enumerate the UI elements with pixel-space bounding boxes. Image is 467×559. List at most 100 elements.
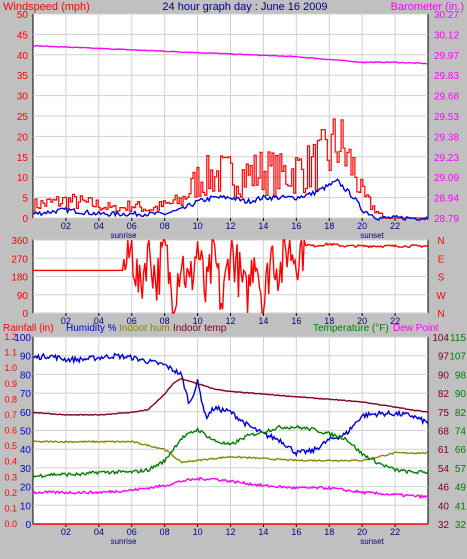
windspeed-tick-label: 20 [17, 132, 29, 143]
humidity-tick-label: 40 [20, 445, 32, 456]
rainfall-tick-label: 0.1 [4, 503, 17, 513]
x-tick-label: 18 [324, 527, 334, 537]
sunset-label: sunset [360, 231, 384, 240]
x-tick-label: 22 [390, 527, 400, 537]
indoor-temp-tick-label: 75 [438, 408, 450, 419]
humidity-line [32, 352, 429, 458]
rainfall-tick-label: 0.9 [4, 379, 17, 389]
indoor-temp-tick-label: 68 [438, 427, 450, 438]
x-tick-label: 08 [160, 527, 170, 537]
windspeed-tick-label: 5 [22, 194, 28, 205]
barometer-tick-label: 29.23 [434, 153, 459, 164]
x-tick-label: 18 [324, 316, 334, 326]
x-tick-label: 02 [61, 527, 71, 537]
barometer-tick-label: 30.12 [434, 30, 459, 41]
barometer-tick-label: 29.38 [434, 132, 459, 143]
x-tick-label: 20 [357, 527, 367, 537]
x-tick-label: 04 [94, 527, 104, 537]
windspeed-tick-label: 25 [17, 112, 29, 123]
indoor-temp-tick-label: 90 [438, 370, 450, 381]
temperature-tick-label: 74 [455, 427, 467, 438]
indoor-temp-line [32, 378, 429, 417]
windspeed-tick-label: 15 [17, 153, 29, 164]
x-tick-label: 10 [193, 316, 203, 326]
temperature-tick-label: 90 [455, 389, 467, 400]
barometer-tick-label: 29.53 [434, 112, 459, 123]
x-tick-label: 20 [357, 316, 367, 326]
direction-degree-label: 270 [11, 254, 28, 265]
wind-average-line [32, 178, 429, 221]
indoor-temp-tick-label: 104 [432, 333, 449, 344]
x-tick-label: 02 [61, 221, 71, 231]
wind-direction-line [33, 239, 429, 315]
humidity-tick-label: 100 [14, 333, 31, 344]
barometer-tick-label: 29.97 [434, 51, 459, 62]
x-tick-label: 08 [160, 316, 170, 326]
indoor-temp-tick-label: 40 [438, 501, 450, 512]
x-tick-label: 12 [225, 527, 235, 537]
windspeed-tick-label: 0 [22, 214, 28, 225]
temperature-tick-label: 82 [455, 408, 467, 419]
x-tick-label: 14 [258, 221, 268, 231]
barometer-tick-label: 29.83 [434, 71, 459, 82]
sunrise-label: sunrise [111, 231, 137, 240]
humidity-tick-label: 10 [20, 501, 32, 512]
direction-degree-label: 180 [11, 273, 28, 284]
temperature-tick-label: 115 [450, 333, 466, 344]
temperature-tick-label: 66 [455, 445, 467, 456]
windspeed-tick-label: 45 [17, 30, 29, 41]
x-tick-label: 22 [390, 221, 400, 231]
barometer-tick-label: 28.79 [434, 214, 459, 225]
direction-degree-label: 90 [17, 291, 29, 302]
x-tick-label: 20 [357, 221, 367, 231]
x-tick-label: 22 [390, 316, 400, 326]
humidity-tick-label: 20 [20, 483, 32, 494]
indoor-temp-tick-label: 32 [438, 520, 450, 531]
temperature-line [32, 424, 429, 479]
barometer-axis-title: Barometer (in.) [391, 1, 464, 13]
humidity-tick-label: 0 [25, 520, 31, 531]
humidity-tick-label: 80 [20, 370, 32, 381]
indoor-temp-tick-label: 61 [438, 445, 450, 456]
wind-gust-line [33, 118, 428, 219]
x-tick-label: 06 [127, 527, 137, 537]
rainfall-tick-label: 0.0 [4, 519, 17, 529]
indoor-temp-tick-label: 97 [438, 352, 450, 363]
temperature-tick-label: 41 [455, 501, 467, 512]
axis-layer: 02 04 06 08 10 12 14 16 18 20 22 sunrise sunset 0 5 10 1… [4, 10, 466, 546]
x-tick-label: 08 [160, 221, 170, 231]
rainfall-tick-label: 0.3 [4, 472, 17, 482]
rainfall-tick-label: 0.5 [4, 441, 17, 451]
series-layer [32, 44, 429, 525]
x-tick-label: 04 [94, 316, 104, 326]
indoor-humidity-line [32, 440, 428, 464]
humidity-tick-label: 30 [20, 464, 32, 475]
windspeed-tick-label: 40 [17, 51, 29, 62]
temperature-axis-title: Temperature (°F) [313, 323, 389, 334]
direction-compass-label: N [437, 236, 444, 247]
temperature-tick-label: 98 [455, 370, 467, 381]
direction-degree-label: 360 [11, 236, 28, 247]
x-tick-label: 12 [225, 316, 235, 326]
temperature-tick-label: 107 [449, 352, 466, 363]
indoor-temp-axis-title: Indoor temp [173, 323, 227, 334]
x-tick-label: 16 [291, 316, 301, 326]
barometer-tick-label: 29.68 [434, 92, 459, 103]
chart-title: 24 hour graph day : June 16 2009 [162, 1, 327, 13]
rainfall-tick-label: 1.0 [4, 363, 17, 373]
x-tick-label: 12 [225, 221, 235, 231]
windspeed-tick-label: 30 [17, 92, 29, 103]
humidity-tick-label: 60 [20, 408, 32, 419]
x-tick-label: 16 [291, 527, 301, 537]
direction-compass-label: S [438, 273, 445, 284]
x-tick-label: 02 [61, 316, 71, 326]
x-tick-label: 18 [324, 221, 334, 231]
direction-degree-label: 0 [22, 309, 28, 320]
barometer-tick-label: 29.09 [434, 173, 459, 184]
x-tick-label: 14 [258, 316, 268, 326]
x-tick-label: 06 [127, 316, 137, 326]
indoor-temp-tick-label: 82 [438, 389, 450, 400]
direction-compass-label: W [436, 291, 446, 302]
indoor-temp-tick-label: 46 [438, 483, 450, 494]
